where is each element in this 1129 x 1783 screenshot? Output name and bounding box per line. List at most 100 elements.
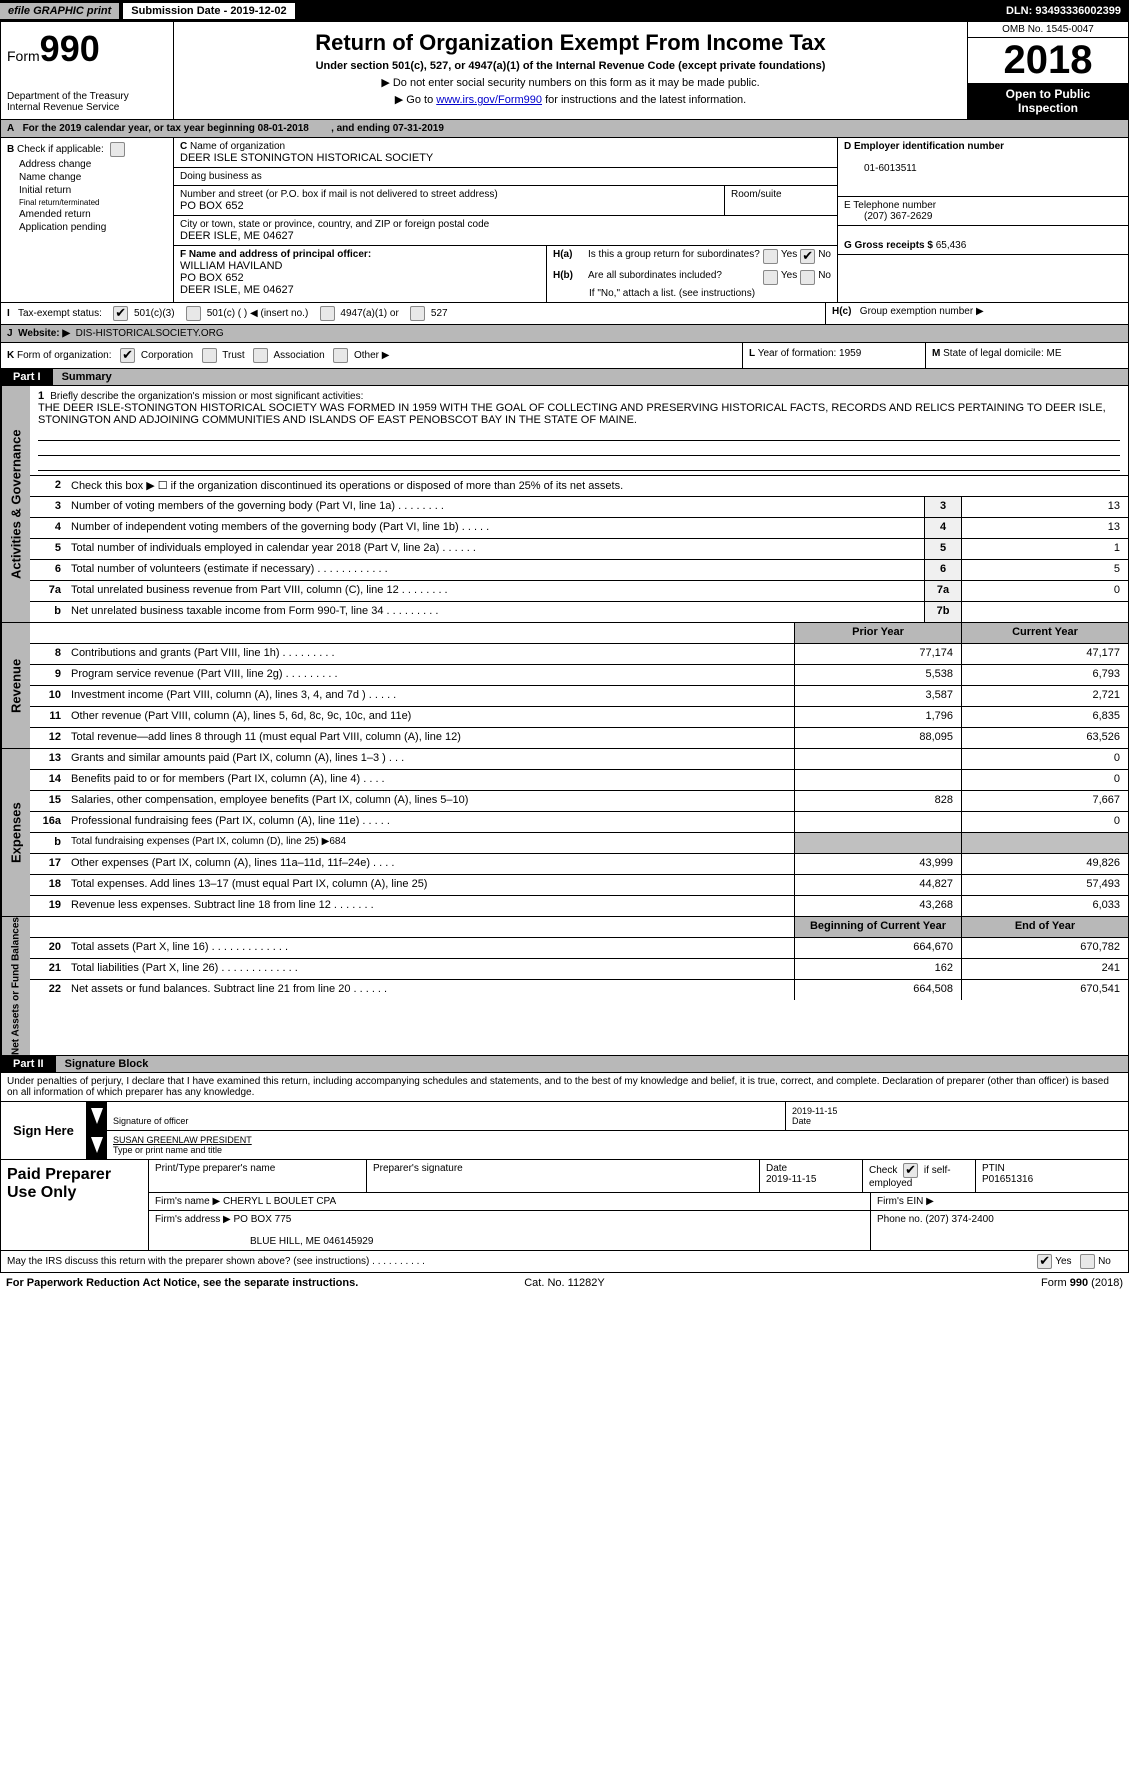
checkbox-icon[interactable] (110, 142, 125, 157)
city-value: DEER ISLE, ME 04627 (180, 230, 294, 242)
checkbox-icon[interactable] (800, 270, 815, 285)
column-c: C Name of organization DEER ISLE STONING… (174, 138, 837, 302)
governance-label: Activities & Governance (1, 386, 30, 622)
firm-addr-value: PO BOX 775 (234, 1214, 292, 1225)
subtitle: Under section 501(c), 527, or 4947(a)(1)… (184, 60, 957, 72)
ptin-label: PTIN (982, 1163, 1005, 1174)
hb-label: H(b) (553, 270, 588, 285)
checkbox-icon[interactable] (120, 348, 135, 363)
checkbox-icon[interactable] (202, 348, 217, 363)
prior-9: 5,538 (794, 665, 961, 685)
tax-year: 2018 (968, 38, 1128, 83)
open-public-2: Inspection (972, 101, 1124, 115)
line-10: Investment income (Part VIII, column (A)… (67, 686, 794, 706)
checkbox-icon[interactable] (763, 249, 778, 264)
checkbox-icon[interactable] (903, 1163, 918, 1178)
end-20: 670,782 (961, 938, 1128, 958)
ha-label: H(a) (553, 249, 588, 264)
label-i: I (7, 308, 10, 319)
prior-19: 43,268 (794, 896, 961, 916)
arrow-icon (87, 1131, 107, 1159)
curr-11: 6,835 (961, 707, 1128, 727)
firm-phone: Phone no. (207) 374-2400 (870, 1211, 1128, 1250)
submission-date: Submission Date - 2019-12-02 (123, 3, 294, 19)
firm-name-label: Firm's name ▶ (155, 1196, 220, 1207)
label-a: A (7, 123, 14, 134)
discuss-row: May the IRS discuss this return with the… (0, 1251, 1129, 1273)
checkbox-icon[interactable] (1037, 1254, 1052, 1269)
dept-irs: Internal Revenue Service (7, 102, 167, 113)
line-17: Other expenses (Part IX, column (A), lin… (67, 854, 794, 874)
address-change: Address change (19, 159, 167, 170)
prep-date-val: 2019-11-15 (766, 1174, 816, 1185)
line-18: Total expenses. Add lines 13–17 (must eq… (67, 875, 794, 895)
corp-option: Corporation (141, 350, 193, 361)
discuss-no: No (1098, 1256, 1111, 1267)
checkbox-icon[interactable] (763, 270, 778, 285)
amended-return: Amended return (19, 209, 167, 220)
checkbox-icon[interactable] (800, 249, 815, 264)
no-label: No (818, 270, 831, 285)
form-prefix: Form (7, 48, 40, 64)
sign-here-label: Sign Here (1, 1102, 87, 1159)
checkbox-icon[interactable] (113, 306, 128, 321)
ha-text: Is this a group return for subordinates? (588, 249, 760, 264)
org-name: DEER ISLE STONINGTON HISTORICAL SOCIETY (180, 152, 433, 164)
checkbox-icon[interactable] (320, 306, 335, 321)
officer-name: SUSAN GREENLAW PRESIDENT (113, 1135, 252, 1145)
begin-20: 664,670 (794, 938, 961, 958)
firm-addr-label: Firm's address ▶ (155, 1214, 231, 1225)
penalty-statement: Under penalties of perjury, I declare th… (0, 1073, 1129, 1102)
other-option: Other ▶ (354, 350, 389, 361)
part-i-header: Part I Summary (0, 369, 1129, 386)
open-public-1: Open to Public (972, 87, 1124, 101)
val-5: 1 (961, 539, 1128, 559)
curr-18: 57,493 (961, 875, 1128, 895)
paid-preparer-block: Paid Preparer Use Only Print/Type prepar… (0, 1160, 1129, 1251)
prior-13 (794, 749, 961, 769)
phone-label: E Telephone number (844, 200, 936, 211)
net-assets-section: Net Assets or Fund Balances Beginning of… (0, 917, 1129, 1056)
firm-name-value: CHERYL L BOULET CPA (223, 1196, 336, 1207)
line-6: Total number of volunteers (estimate if … (67, 560, 924, 580)
line-14: Benefits paid to or for members (Part IX… (67, 770, 794, 790)
curr-14: 0 (961, 770, 1128, 790)
revenue-label: Revenue (1, 623, 30, 748)
discuss-text: May the IRS discuss this return with the… (7, 1256, 425, 1267)
curr-15: 7,667 (961, 791, 1128, 811)
prior-11: 1,796 (794, 707, 961, 727)
ein-label: D Employer identification number (844, 141, 1004, 152)
prep-date-label: Date (766, 1163, 787, 1174)
preparer-name-label: Print/Type preparer's name (149, 1160, 366, 1192)
net-assets-label: Net Assets or Fund Balances (1, 917, 30, 1055)
form-org-label: Form of organization: (17, 350, 112, 361)
checkbox-icon[interactable] (333, 348, 348, 363)
cal-year-begin: For the 2019 calendar year, or tax year … (23, 123, 309, 134)
meta-grid: B Check if applicable: Address change Na… (0, 138, 1129, 303)
discuss-yes: Yes (1055, 1256, 1071, 1267)
mission-label: Briefly describe the organization's miss… (50, 391, 363, 402)
org-name-label: Name of organization (190, 141, 285, 152)
line-11: Other revenue (Part VIII, column (A), li… (67, 707, 794, 727)
part-ii-bar: Part II (1, 1056, 56, 1072)
trust-option: Trust (222, 350, 244, 361)
label-j: J (7, 328, 13, 339)
efile-label: efile GRAPHIC print (0, 3, 119, 19)
curr-10: 2,721 (961, 686, 1128, 706)
begin-21: 162 (794, 959, 961, 979)
part-ii-header: Part II Signature Block (0, 1056, 1129, 1073)
form990-link[interactable]: www.irs.gov/Form990 (436, 94, 542, 106)
arrow-icon (87, 1102, 107, 1130)
line-7a: Total unrelated business revenue from Pa… (67, 581, 924, 601)
label-k: K (7, 350, 14, 361)
checkbox-icon[interactable] (186, 306, 201, 321)
street-label: Number and street (or P.O. box if mail i… (180, 189, 718, 200)
name-change: Name change (19, 172, 167, 183)
checkbox-icon[interactable] (1080, 1254, 1095, 1269)
checkbox-icon[interactable] (410, 306, 425, 321)
line-13: Grants and similar amounts paid (Part IX… (67, 749, 794, 769)
val-7b (961, 602, 1128, 622)
part-i-title: Summary (56, 371, 112, 383)
checkbox-icon[interactable] (253, 348, 268, 363)
goto-pre: ▶ Go to (395, 94, 436, 106)
